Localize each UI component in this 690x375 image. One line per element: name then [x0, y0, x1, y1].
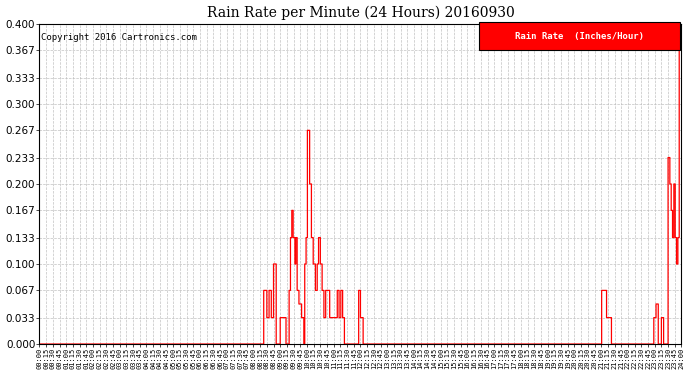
Text: Copyright 2016 Cartronics.com: Copyright 2016 Cartronics.com [41, 33, 197, 42]
Title: Rain Rate per Minute (24 Hours) 20160930: Rain Rate per Minute (24 Hours) 20160930 [206, 6, 514, 20]
Text: Rain Rate  (Inches/Hour): Rain Rate (Inches/Hour) [515, 32, 644, 40]
FancyBboxPatch shape [480, 22, 680, 50]
